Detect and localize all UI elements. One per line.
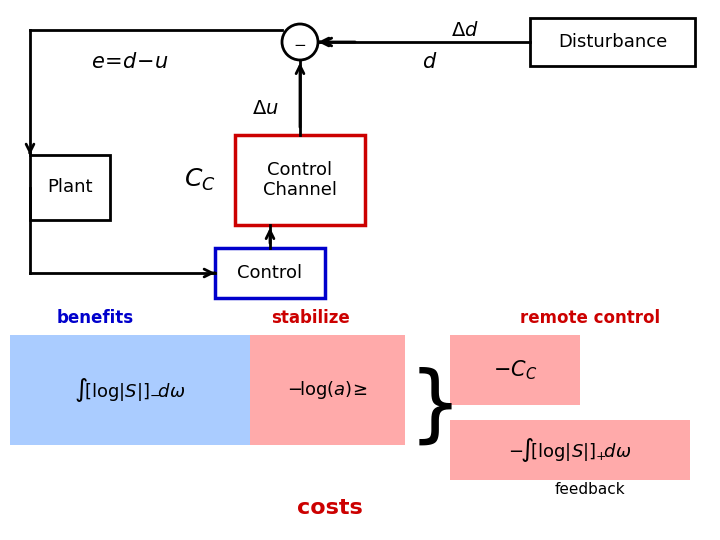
Text: $d$: $d$ [423,52,438,72]
Bar [250,335,405,445]
Text: $C_C$: $C_C$ [184,167,216,193]
Text: $\Delta u$: $\Delta u$ [251,98,279,118]
Text: $-$: $-$ [294,36,307,51]
Bar [235,135,365,225]
Text: benefits: benefits [56,309,134,327]
Bar [530,18,695,66]
Circle shape [282,24,318,60]
Bar [10,335,250,445]
Text: $-\!\int\!\left[\log|S|\right]_{+}\!d\omega$: $-\!\int\!\left[\log|S|\right]_{+}\!d\om… [508,436,631,464]
Text: $-\!\log(a)\!\geq$: $-\!\log(a)\!\geq$ [287,379,367,401]
Text: Control
Channel: Control Channel [263,160,337,199]
Bar [450,420,690,480]
Text: $-C_C$: $-C_C$ [493,358,537,382]
Text: Plant: Plant [48,179,93,197]
Text: costs: costs [297,498,363,518]
Text: Disturbance: Disturbance [558,33,667,51]
Text: $\Delta d$: $\Delta d$ [451,21,479,39]
Text: $\}$: $\}$ [408,366,452,448]
Text: feedback: feedback [554,483,625,497]
Bar [30,155,110,220]
Bar [215,248,325,298]
Text: stabilize: stabilize [271,309,349,327]
Text: $e\!=\!d\!-\!u$: $e\!=\!d\!-\!u$ [91,52,169,72]
Text: Control: Control [238,264,302,282]
Text: remote control: remote control [520,309,660,327]
Bar [450,335,580,405]
Text: $\int\!\left[\log|S|\right]_{-}\!d\omega$: $\int\!\left[\log|S|\right]_{-}\!d\omega… [74,376,186,404]
